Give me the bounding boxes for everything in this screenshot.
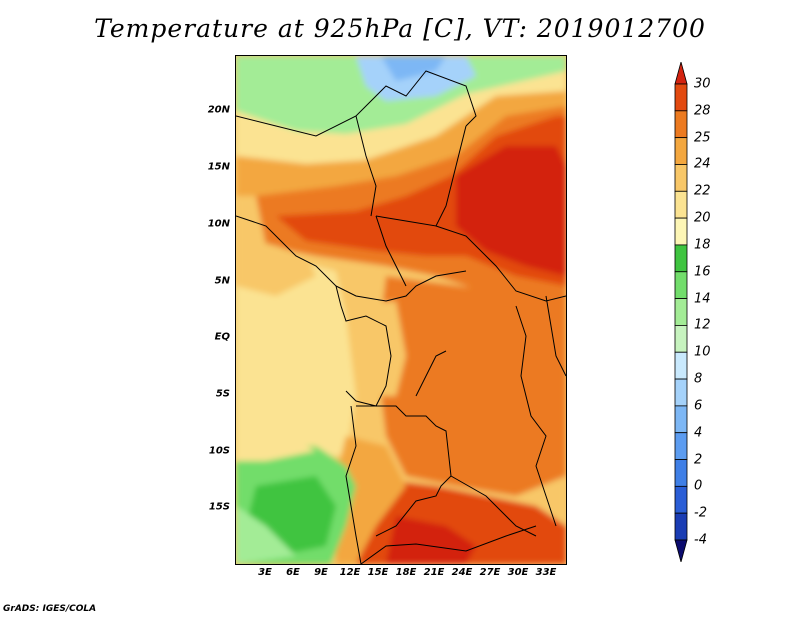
colorbar-swatch: [674, 485, 688, 514]
colorbar-level-label: 22: [694, 183, 711, 199]
lon-label: 30E: [507, 567, 529, 578]
latitude-labels: 20N 15N 10N 5N EQ 5S 10S 15S: [190, 55, 230, 563]
colorbar-level-label: 12: [694, 317, 711, 333]
colorbar-swatch: [674, 217, 688, 246]
colorbar-swatch: [674, 459, 688, 487]
colorbar-swatch: [674, 271, 688, 299]
footer-credit: GrADS: IGES/COLA: [3, 604, 97, 614]
colorbar-level-label: 16: [694, 264, 711, 280]
colorbar-level-label: 20: [694, 210, 711, 226]
colorbar-level-label: 4: [694, 425, 703, 441]
lon-label: 12E: [339, 567, 361, 578]
colorbar-swatch: [674, 137, 688, 165]
colorbar-swatch: [674, 244, 688, 273]
temperature-field: [236, 56, 566, 564]
colorbar-level-label: -2: [694, 505, 707, 521]
lon-label: 33E: [535, 567, 557, 578]
colorbar-level-label: 18: [694, 237, 711, 253]
temperature-map: [235, 55, 567, 565]
lat-label: 5N: [214, 275, 230, 287]
colorbar-level-label: 25: [694, 130, 711, 146]
lat-label: 20N: [207, 104, 230, 116]
colorbar-swatch: [674, 83, 688, 112]
colorbar-level-label: 14: [694, 291, 711, 307]
colorbar-level-label: 28: [694, 103, 711, 119]
colorbar-level-label: 6: [694, 398, 703, 414]
colorbar-swatch: [674, 378, 688, 407]
lon-label: 3E: [258, 567, 272, 578]
longitude-labels: 3E 6E 9E 12E 15E 18E 21E 24E 27E 30E 33E: [0, 567, 800, 583]
lat-label: 15S: [208, 501, 230, 513]
colorbar-max-triangle: [674, 62, 688, 85]
colorbar-swatch: [674, 164, 688, 192]
colorbar-level-label: 0: [694, 478, 703, 494]
lon-label: 24E: [451, 567, 473, 578]
colorbar-swatch: [674, 110, 688, 139]
map-title: Temperature at 925hPa [C], VT: 201901270…: [94, 14, 706, 43]
borders: [236, 70, 566, 564]
lat-label: EQ: [214, 331, 230, 343]
colorbar-swatch: [674, 432, 688, 460]
colorbar: [674, 62, 688, 562]
colorbar-swatch: [674, 298, 688, 326]
colorbar-swatch: [674, 405, 688, 434]
colorbar-level-label: 30: [694, 76, 711, 92]
lon-label: 21E: [423, 567, 445, 578]
lat-label: 10N: [207, 218, 230, 230]
lon-label: 27E: [479, 567, 501, 578]
colorbar-level-label: 2: [694, 452, 703, 468]
lat-label: 5S: [215, 388, 230, 400]
colorbar-level-label: 24: [694, 156, 711, 172]
colorbar-swatch: [674, 351, 688, 380]
colorbar-level-label: -4: [694, 532, 707, 548]
lat-label: 10S: [208, 445, 230, 457]
lon-label: 15E: [367, 567, 389, 578]
colorbar-min-triangle: [674, 539, 688, 562]
lon-label: 6E: [286, 567, 300, 578]
colorbar-swatch: [674, 190, 688, 219]
lon-label: 9E: [314, 567, 328, 578]
colorbar-level-label: 8: [694, 371, 703, 387]
colorbar-swatch: [674, 325, 688, 353]
lat-label: 15N: [207, 161, 230, 173]
lon-label: 18E: [395, 567, 417, 578]
colorbar-swatch: [674, 512, 688, 541]
colorbar-level-label: 10: [694, 344, 711, 360]
